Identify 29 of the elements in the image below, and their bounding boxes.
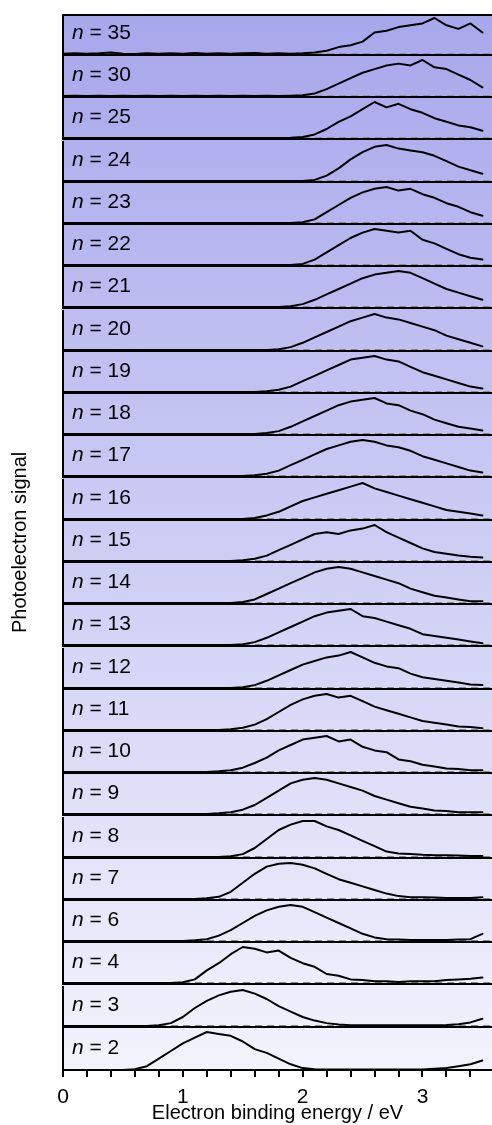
annotation: n = 10 <box>72 737 131 762</box>
annotation: n = 19 <box>72 357 131 381</box>
annotation: n = 14 <box>72 569 132 593</box>
annotation: n = 13 <box>72 611 131 635</box>
annotation: n = 23 <box>72 188 131 212</box>
annotation: n = 35 <box>72 19 131 43</box>
annotation: n = 30 <box>72 62 131 86</box>
annotation: n = 18 <box>72 400 131 424</box>
x-tick-label: 0 <box>57 1084 69 1108</box>
annotation: n = 4 <box>72 949 120 973</box>
x-tick-label: 3 <box>416 1084 429 1108</box>
annotation: n = 21 <box>72 273 131 297</box>
y-axis-title: Photoelectron signal <box>8 450 31 635</box>
annotation: n = 25 <box>72 104 131 128</box>
annotation: n = 7 <box>72 864 120 888</box>
annotation: n = 8 <box>72 822 120 846</box>
annotation: n = 6 <box>72 906 120 930</box>
annotation: n = 11 <box>72 695 130 719</box>
annotation: n = 24 <box>72 146 132 170</box>
x-tick-label: 2 <box>296 1084 309 1108</box>
annotation: n = 15 <box>72 526 131 550</box>
annotation: n = 3 <box>72 991 120 1015</box>
annotation: n = 16 <box>72 484 131 508</box>
annotation: n = 9 <box>72 780 120 804</box>
annotation: n = 2 <box>72 1034 120 1058</box>
annotation: n = 20 <box>72 315 131 339</box>
annotation: n = 17 <box>72 442 131 466</box>
annotation: n = 12 <box>72 653 131 677</box>
annotation: n = 22 <box>72 231 131 255</box>
